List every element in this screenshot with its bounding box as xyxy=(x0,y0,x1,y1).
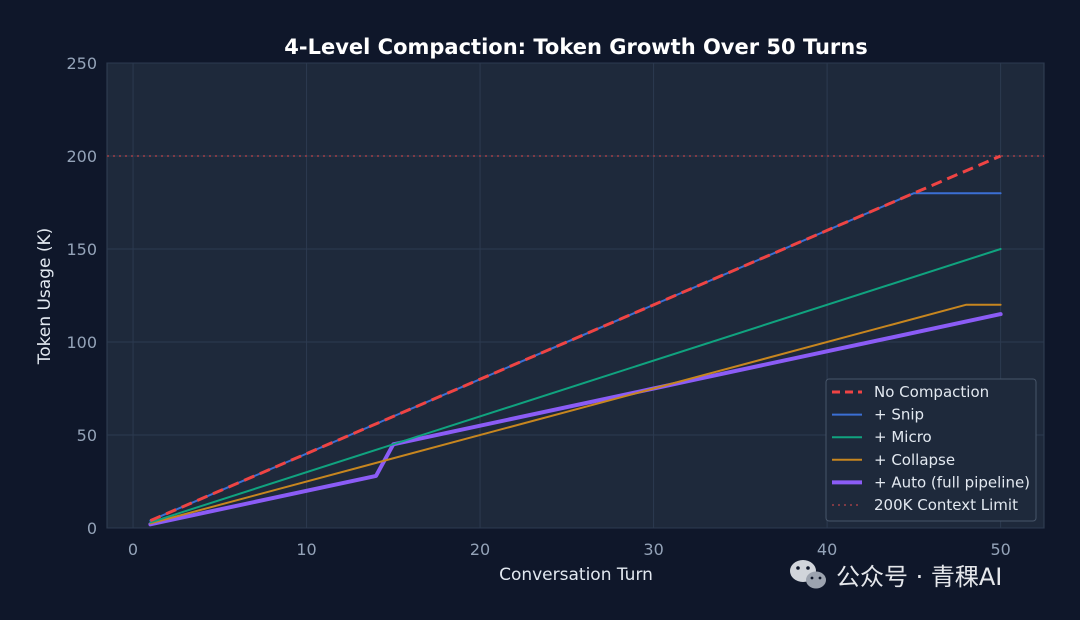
y-tick-labels: 0 50 100 150 200 250 xyxy=(66,54,97,538)
series-line-collapse xyxy=(149,303,1002,525)
legend-label: + Micro xyxy=(874,428,932,446)
legend: No Compaction + Snip + Micro + Collapse + Au… xyxy=(825,378,1037,522)
x-tick-label: 50 xyxy=(990,540,1010,559)
x-tick-label: 10 xyxy=(296,540,316,559)
chart-title: 4-Level Compaction: Token Growth Over 50… xyxy=(284,35,867,59)
legend-label: + Auto (full pipeline) xyxy=(874,473,1030,491)
wechat-icon xyxy=(790,560,826,589)
x-tick-labels: 0 10 20 30 40 50 xyxy=(128,540,1011,559)
y-tick-label: 100 xyxy=(66,333,97,352)
y-tick-label: 0 xyxy=(87,519,97,538)
legend-label: + Snip xyxy=(874,406,924,424)
watermark: 公众号 · 青稞AI xyxy=(790,560,1002,591)
y-tick-label: 50 xyxy=(77,426,97,445)
y-axis-label: Token Usage (K) xyxy=(35,228,55,366)
legend-label: No Compaction xyxy=(874,383,989,401)
y-tick-label: 250 xyxy=(66,54,97,73)
legend-label: + Collapse xyxy=(874,451,955,469)
x-axis-label: Conversation Turn xyxy=(499,565,653,585)
watermark-text: 公众号 · 青稞AI xyxy=(836,563,1002,591)
series-lines xyxy=(148,154,1003,527)
x-tick-label: 30 xyxy=(643,540,663,559)
legend-label: 200K Context Limit xyxy=(874,496,1018,514)
x-tick-label: 0 xyxy=(128,540,138,559)
x-tick-label: 40 xyxy=(817,540,837,559)
legend-box xyxy=(825,378,1037,522)
y-tick-label: 200 xyxy=(66,147,97,166)
series-line-micro xyxy=(149,248,1002,524)
y-tick-label: 150 xyxy=(66,240,97,259)
x-tick-label: 20 xyxy=(470,540,490,559)
series-line-no-compaction xyxy=(149,154,1002,522)
